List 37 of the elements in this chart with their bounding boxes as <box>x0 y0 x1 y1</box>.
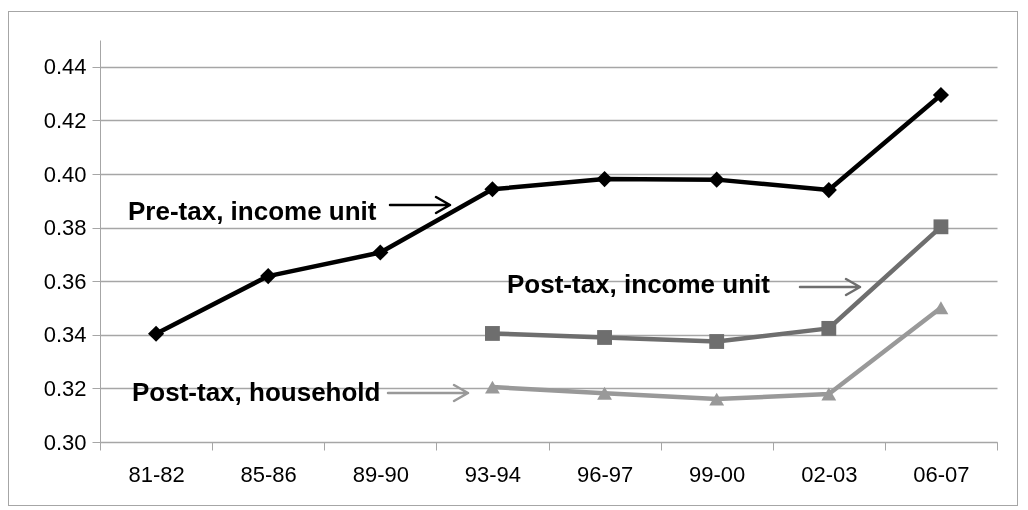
y-tick-label: 0.30 <box>43 429 87 455</box>
x-tick-label: 93-94 <box>464 461 522 487</box>
point <box>372 244 389 261</box>
y-tick-label: 0.40 <box>43 161 87 187</box>
x-tick-label: 81-82 <box>128 461 185 487</box>
point <box>709 392 725 406</box>
point <box>597 330 612 345</box>
point <box>484 181 501 198</box>
x-tick-label: 85-86 <box>240 461 297 487</box>
point <box>933 301 949 315</box>
y-tick-label: 0.42 <box>43 107 87 133</box>
point <box>597 386 612 400</box>
x-tick-label: 99-00 <box>689 461 746 487</box>
point <box>485 326 500 341</box>
point <box>148 325 165 342</box>
x-tick-label: 96-97 <box>576 461 634 487</box>
point <box>485 380 500 394</box>
point <box>821 320 837 336</box>
point <box>596 171 613 188</box>
point <box>260 268 277 285</box>
point <box>821 387 837 401</box>
legend-label: Post-tax, income unit <box>507 269 771 299</box>
point <box>708 171 725 188</box>
x-tick-label: 89-90 <box>352 461 409 487</box>
y-tick-label: 0.38 <box>43 215 87 241</box>
point <box>933 219 949 235</box>
point <box>932 86 949 103</box>
legend-label: Post-tax, household <box>132 377 381 407</box>
y-tick-label: 0.36 <box>43 268 87 294</box>
point <box>709 334 725 349</box>
x-tick-label: 06-07 <box>913 461 970 487</box>
legend-label: Pre-tax, income unit <box>128 196 377 226</box>
y-tick-label: 0.44 <box>43 54 87 80</box>
y-tick-label: 0.34 <box>43 322 87 348</box>
x-tick-label: 02-03 <box>801 461 858 487</box>
y-tick-label: 0.32 <box>43 375 87 401</box>
point <box>820 182 837 199</box>
